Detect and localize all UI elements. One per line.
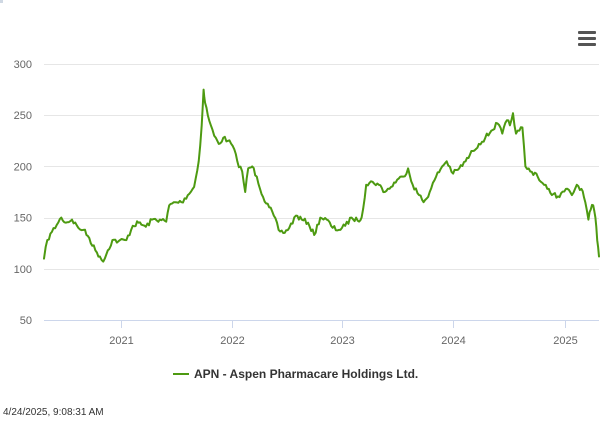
y-tick-label: 300: [14, 59, 32, 71]
chart-menu-button[interactable]: [578, 31, 596, 47]
legend-label[interactable]: APN - Aspen Pharmacare Holdings Ltd.: [194, 367, 418, 381]
x-tick-label: 2021: [109, 335, 133, 347]
x-tick-label: 2023: [330, 335, 354, 347]
y-tick-label: 100: [14, 264, 32, 276]
y-grid: [44, 64, 599, 270]
x-tick-label: 2024: [441, 335, 465, 347]
legend[interactable]: APN - Aspen Pharmacare Holdings Ltd.: [173, 367, 418, 381]
hamburger-menu-icon-bar: [578, 37, 596, 40]
y-tick-label: 200: [14, 161, 32, 173]
series-line-apn: [43, 88, 600, 263]
x-axis-ticks: [121, 320, 566, 328]
x-axis-labels: 2021 2022 2023 2024 2025: [109, 335, 577, 347]
y-tick-label: 150: [14, 213, 32, 225]
x-tick-label: 2025: [553, 335, 577, 347]
y-tick-label: 50: [20, 315, 32, 327]
hamburger-menu-icon-bar: [578, 43, 596, 46]
y-axis-labels: 50 100 150 200 250 300: [14, 59, 32, 327]
hamburger-menu-icon: [578, 31, 596, 34]
y-tick-label: 250: [14, 110, 32, 122]
corner-marker: [0, 0, 3, 3]
timestamp: 4/24/2025, 9:08:31 AM: [3, 407, 104, 418]
x-tick-label: 2022: [220, 335, 244, 347]
